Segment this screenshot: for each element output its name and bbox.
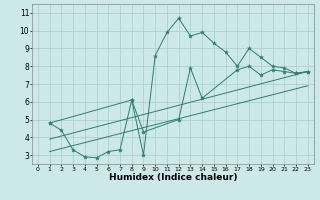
X-axis label: Humidex (Indice chaleur): Humidex (Indice chaleur) bbox=[108, 173, 237, 182]
